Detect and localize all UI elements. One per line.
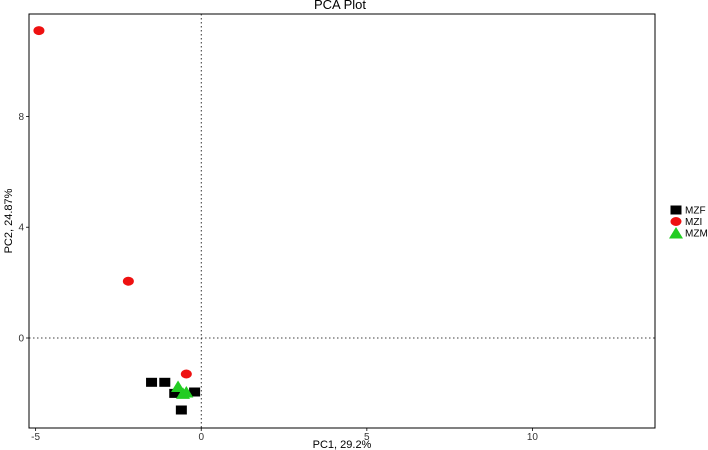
- legend-label-mzf: MZF: [685, 206, 706, 217]
- data-point-mzi: [180, 369, 192, 379]
- x-tick-label: 10: [527, 432, 539, 443]
- y-tick-label: 8: [18, 112, 24, 123]
- data-point-mzf: [175, 405, 187, 415]
- x-axis-title: PC1, 29.2%: [313, 439, 372, 450]
- x-tick-label: 0: [198, 432, 204, 443]
- data-point-mzf: [159, 377, 171, 387]
- data-point-mzi: [122, 276, 134, 286]
- data-point-mzm: [171, 380, 186, 392]
- data-point-mzi: [33, 26, 45, 36]
- legend-label-mzi: MZI: [685, 217, 702, 228]
- data-point-mzf: [146, 377, 158, 387]
- legend-key-mzi: [670, 217, 682, 226]
- chart-title: PCA Plot: [314, 0, 366, 12]
- x-tick-label: -5: [31, 432, 40, 443]
- data-point-mzf: [189, 387, 201, 397]
- plot-panel: [28, 13, 656, 429]
- data-points: [33, 26, 201, 415]
- x-tick-label: 5: [364, 432, 370, 443]
- data-point-mzm: [179, 386, 194, 398]
- y-axis-ticks: 0 4 8: [18, 112, 29, 345]
- legend-key-mzm: [669, 227, 683, 239]
- data-point-mzf: [169, 388, 181, 398]
- y-tick-label: 4: [18, 223, 24, 234]
- y-axis-title: PC2, 24.87%: [3, 188, 15, 253]
- y-tick-label: 0: [18, 334, 24, 345]
- legend-label-mzm: MZM: [685, 229, 708, 240]
- x-axis-ticks: -5 0 5 10: [31, 428, 538, 443]
- legend-key-mzf: [670, 205, 682, 215]
